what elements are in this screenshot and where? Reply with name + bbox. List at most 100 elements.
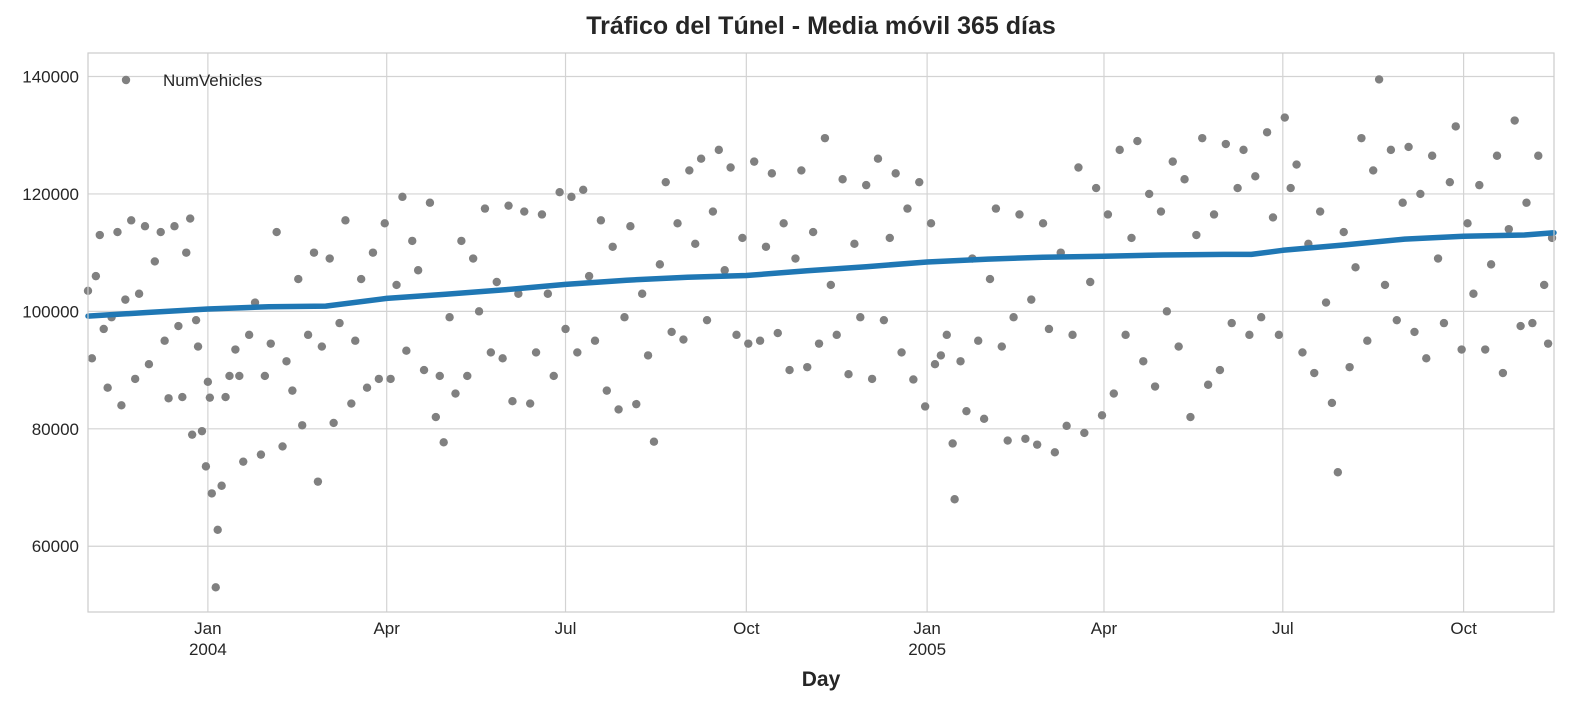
x-tick-label: Jul: [1272, 619, 1294, 638]
data-point: [808, 227, 818, 237]
data-point: [486, 348, 496, 357]
data-point: [1298, 348, 1307, 357]
data-point: [1156, 207, 1166, 216]
data-point: [997, 342, 1006, 351]
data-point: [1280, 113, 1289, 122]
data-point: [708, 207, 718, 216]
data-point: [174, 321, 183, 331]
data-point: [244, 330, 254, 340]
data-point: [1327, 398, 1337, 408]
data-point: [140, 222, 150, 231]
data-point: [930, 360, 940, 369]
data-point: [451, 389, 460, 398]
data-point: [178, 392, 187, 402]
data-point: [1498, 368, 1508, 378]
data-point: [1103, 210, 1113, 219]
data-point: [1068, 330, 1077, 340]
data-point: [867, 374, 877, 384]
data-point: [879, 315, 889, 325]
data-point: [1433, 254, 1443, 263]
data-point: [1192, 230, 1201, 240]
data-point: [121, 295, 130, 304]
data-point: [761, 242, 771, 251]
data-point: [773, 328, 782, 338]
data-point: [347, 399, 356, 408]
data-point: [584, 271, 594, 281]
data-point: [207, 489, 217, 498]
data-point: [203, 377, 213, 387]
data-point: [235, 371, 244, 381]
data-point: [991, 204, 1001, 213]
data-point: [392, 280, 401, 290]
data-point: [637, 289, 647, 298]
data-point: [193, 342, 203, 351]
data-point: [1091, 183, 1101, 193]
data-point: [225, 371, 234, 381]
data-point: [1050, 448, 1060, 457]
x-axis-ticks: Jan 2004 Apr Jul Oct Jan 2005 Apr Jul Oct: [189, 619, 1477, 659]
data-point: [1009, 313, 1018, 322]
data-point: [134, 289, 144, 298]
data-point: [573, 348, 582, 357]
data-point: [936, 351, 946, 360]
data-point: [317, 342, 327, 351]
data-point: [474, 307, 484, 316]
data-point: [555, 187, 564, 197]
data-point: [419, 365, 429, 375]
data-point: [160, 336, 169, 345]
data-point: [170, 222, 179, 231]
data-point: [217, 481, 226, 490]
data-point: [985, 274, 995, 284]
data-point: [144, 360, 154, 369]
data-point: [288, 386, 297, 395]
data-point: [182, 248, 191, 257]
data-point: [909, 375, 918, 384]
data-point: [1221, 139, 1231, 149]
data-point: [891, 169, 900, 178]
data-point: [525, 399, 535, 408]
data-point: [498, 354, 507, 363]
data-point: [732, 330, 741, 340]
data-point: [187, 430, 197, 439]
data-point: [1021, 434, 1030, 443]
data-point: [351, 336, 360, 345]
data-point: [1357, 133, 1366, 143]
data-point: [956, 357, 965, 366]
data-point: [1139, 357, 1148, 366]
data-point: [643, 351, 653, 360]
data-point: [1469, 289, 1478, 298]
data-point: [1162, 307, 1172, 316]
data-point: [667, 327, 676, 337]
y-tick-label: 60000: [32, 537, 79, 556]
data-point: [1310, 368, 1319, 378]
data-point: [239, 457, 248, 466]
plot-frame: [87, 52, 1555, 613]
data-point: [820, 133, 830, 143]
data-point: [649, 437, 659, 446]
data-point: [1286, 183, 1295, 193]
data-point: [531, 348, 541, 357]
data-point: [221, 392, 230, 402]
data-point: [1386, 145, 1396, 155]
data-point: [920, 402, 930, 411]
data-point: [294, 274, 303, 284]
data-point: [1027, 295, 1036, 304]
data-point: [797, 166, 806, 175]
data-point: [1457, 345, 1466, 354]
data-point: [979, 414, 989, 424]
data-point: [185, 214, 195, 223]
data-point: [1086, 277, 1095, 287]
data-point: [1268, 213, 1278, 222]
data-point: [679, 335, 688, 344]
data-point: [1180, 175, 1189, 184]
data-point: [579, 185, 588, 195]
data-point: [463, 371, 472, 381]
data-point: [632, 399, 641, 409]
data-point: [767, 169, 777, 178]
data-point: [1416, 189, 1425, 199]
data-point: [117, 401, 126, 410]
data-point: [1339, 227, 1348, 237]
data-point: [626, 222, 635, 231]
data-point: [903, 204, 912, 213]
data-point: [950, 495, 959, 504]
